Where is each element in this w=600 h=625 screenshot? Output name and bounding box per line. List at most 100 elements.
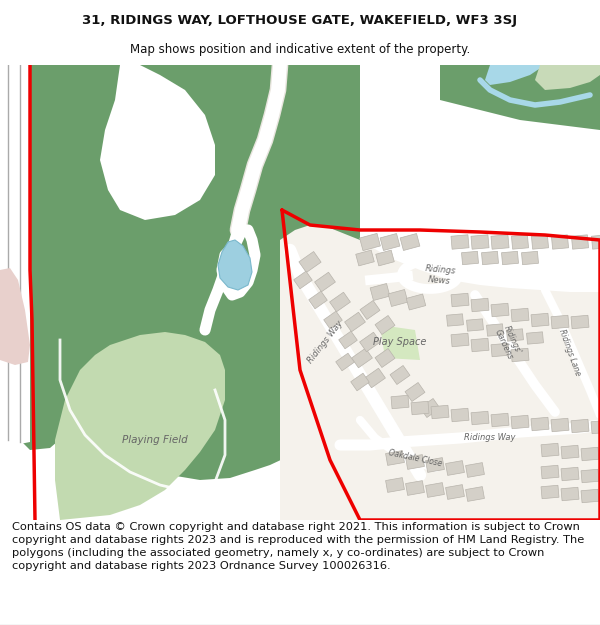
Polygon shape (359, 332, 380, 352)
Polygon shape (471, 411, 489, 425)
Polygon shape (511, 308, 529, 322)
Text: Ridings Way: Ridings Way (464, 434, 516, 442)
Polygon shape (531, 418, 549, 431)
Polygon shape (446, 484, 464, 499)
Polygon shape (451, 408, 469, 422)
Polygon shape (491, 413, 509, 427)
Text: Map shows position and indicative extent of the property.: Map shows position and indicative extent… (130, 44, 470, 56)
Polygon shape (339, 331, 357, 349)
Text: 31, RIDINGS WAY, LOFTHOUSE GATE, WAKEFIELD, WF3 3SJ: 31, RIDINGS WAY, LOFTHOUSE GATE, WAKEFIE… (82, 14, 518, 27)
Polygon shape (218, 240, 252, 290)
Polygon shape (591, 420, 600, 434)
Text: Oakdale Close: Oakdale Close (388, 448, 443, 468)
Polygon shape (388, 289, 408, 306)
Polygon shape (406, 454, 424, 469)
Polygon shape (360, 301, 380, 319)
Polygon shape (471, 338, 489, 352)
Polygon shape (329, 292, 350, 312)
Polygon shape (527, 332, 544, 344)
Polygon shape (405, 382, 425, 401)
Polygon shape (461, 251, 478, 264)
Polygon shape (386, 478, 404, 492)
Polygon shape (511, 235, 529, 249)
Polygon shape (485, 65, 545, 85)
Polygon shape (391, 395, 409, 409)
Polygon shape (380, 234, 400, 251)
Text: Ridings
News: Ridings News (424, 264, 456, 286)
Polygon shape (375, 349, 395, 368)
Polygon shape (0, 65, 360, 480)
Polygon shape (400, 234, 420, 251)
Polygon shape (100, 65, 215, 220)
Polygon shape (592, 235, 600, 249)
Polygon shape (425, 458, 445, 472)
Polygon shape (411, 401, 429, 415)
Polygon shape (551, 235, 569, 249)
Polygon shape (55, 332, 225, 520)
Polygon shape (0, 268, 30, 365)
Polygon shape (482, 251, 499, 264)
Polygon shape (532, 235, 548, 249)
Polygon shape (521, 251, 538, 264)
Polygon shape (581, 469, 599, 482)
Polygon shape (506, 329, 523, 341)
Polygon shape (561, 445, 579, 459)
Polygon shape (571, 419, 589, 432)
Polygon shape (551, 418, 569, 432)
Polygon shape (446, 461, 464, 476)
Polygon shape (406, 294, 426, 310)
Polygon shape (314, 272, 335, 292)
Polygon shape (351, 373, 369, 391)
Polygon shape (280, 225, 600, 520)
Polygon shape (370, 284, 390, 301)
Polygon shape (466, 487, 484, 501)
Polygon shape (440, 65, 600, 130)
Text: Play Space: Play Space (373, 337, 427, 347)
Polygon shape (541, 443, 559, 457)
Polygon shape (425, 482, 445, 498)
Polygon shape (344, 312, 365, 332)
Polygon shape (511, 415, 529, 429)
Polygon shape (446, 314, 463, 326)
Polygon shape (0, 65, 30, 445)
Text: Playing Field: Playing Field (122, 435, 188, 445)
Polygon shape (581, 489, 599, 502)
Polygon shape (380, 325, 420, 360)
Polygon shape (561, 488, 579, 501)
Polygon shape (309, 291, 327, 309)
Polygon shape (541, 465, 559, 479)
Text: Ridings Lane: Ridings Lane (557, 328, 583, 376)
Polygon shape (467, 319, 484, 331)
Polygon shape (451, 333, 469, 347)
Polygon shape (471, 298, 489, 312)
Polygon shape (487, 324, 503, 336)
Polygon shape (466, 462, 484, 478)
Polygon shape (324, 311, 342, 329)
Polygon shape (431, 405, 449, 419)
Polygon shape (535, 65, 600, 90)
Text: Ridings Way: Ridings Way (305, 319, 344, 365)
Polygon shape (541, 485, 559, 499)
Polygon shape (420, 399, 440, 418)
Polygon shape (571, 315, 589, 329)
Polygon shape (365, 368, 385, 388)
Polygon shape (581, 448, 599, 461)
Polygon shape (531, 313, 549, 327)
Text: Contains OS data © Crown copyright and database right 2021. This information is : Contains OS data © Crown copyright and d… (12, 522, 584, 571)
Polygon shape (352, 348, 373, 368)
Polygon shape (356, 250, 374, 266)
Polygon shape (294, 271, 312, 289)
Polygon shape (571, 235, 589, 249)
Polygon shape (406, 481, 424, 496)
Polygon shape (491, 235, 509, 249)
Polygon shape (451, 293, 469, 307)
Polygon shape (511, 348, 529, 362)
Polygon shape (502, 251, 518, 264)
Polygon shape (336, 353, 354, 371)
Polygon shape (376, 250, 394, 266)
Polygon shape (359, 233, 380, 251)
Polygon shape (561, 468, 579, 481)
Polygon shape (390, 366, 410, 384)
Polygon shape (386, 451, 404, 466)
Polygon shape (491, 303, 509, 317)
